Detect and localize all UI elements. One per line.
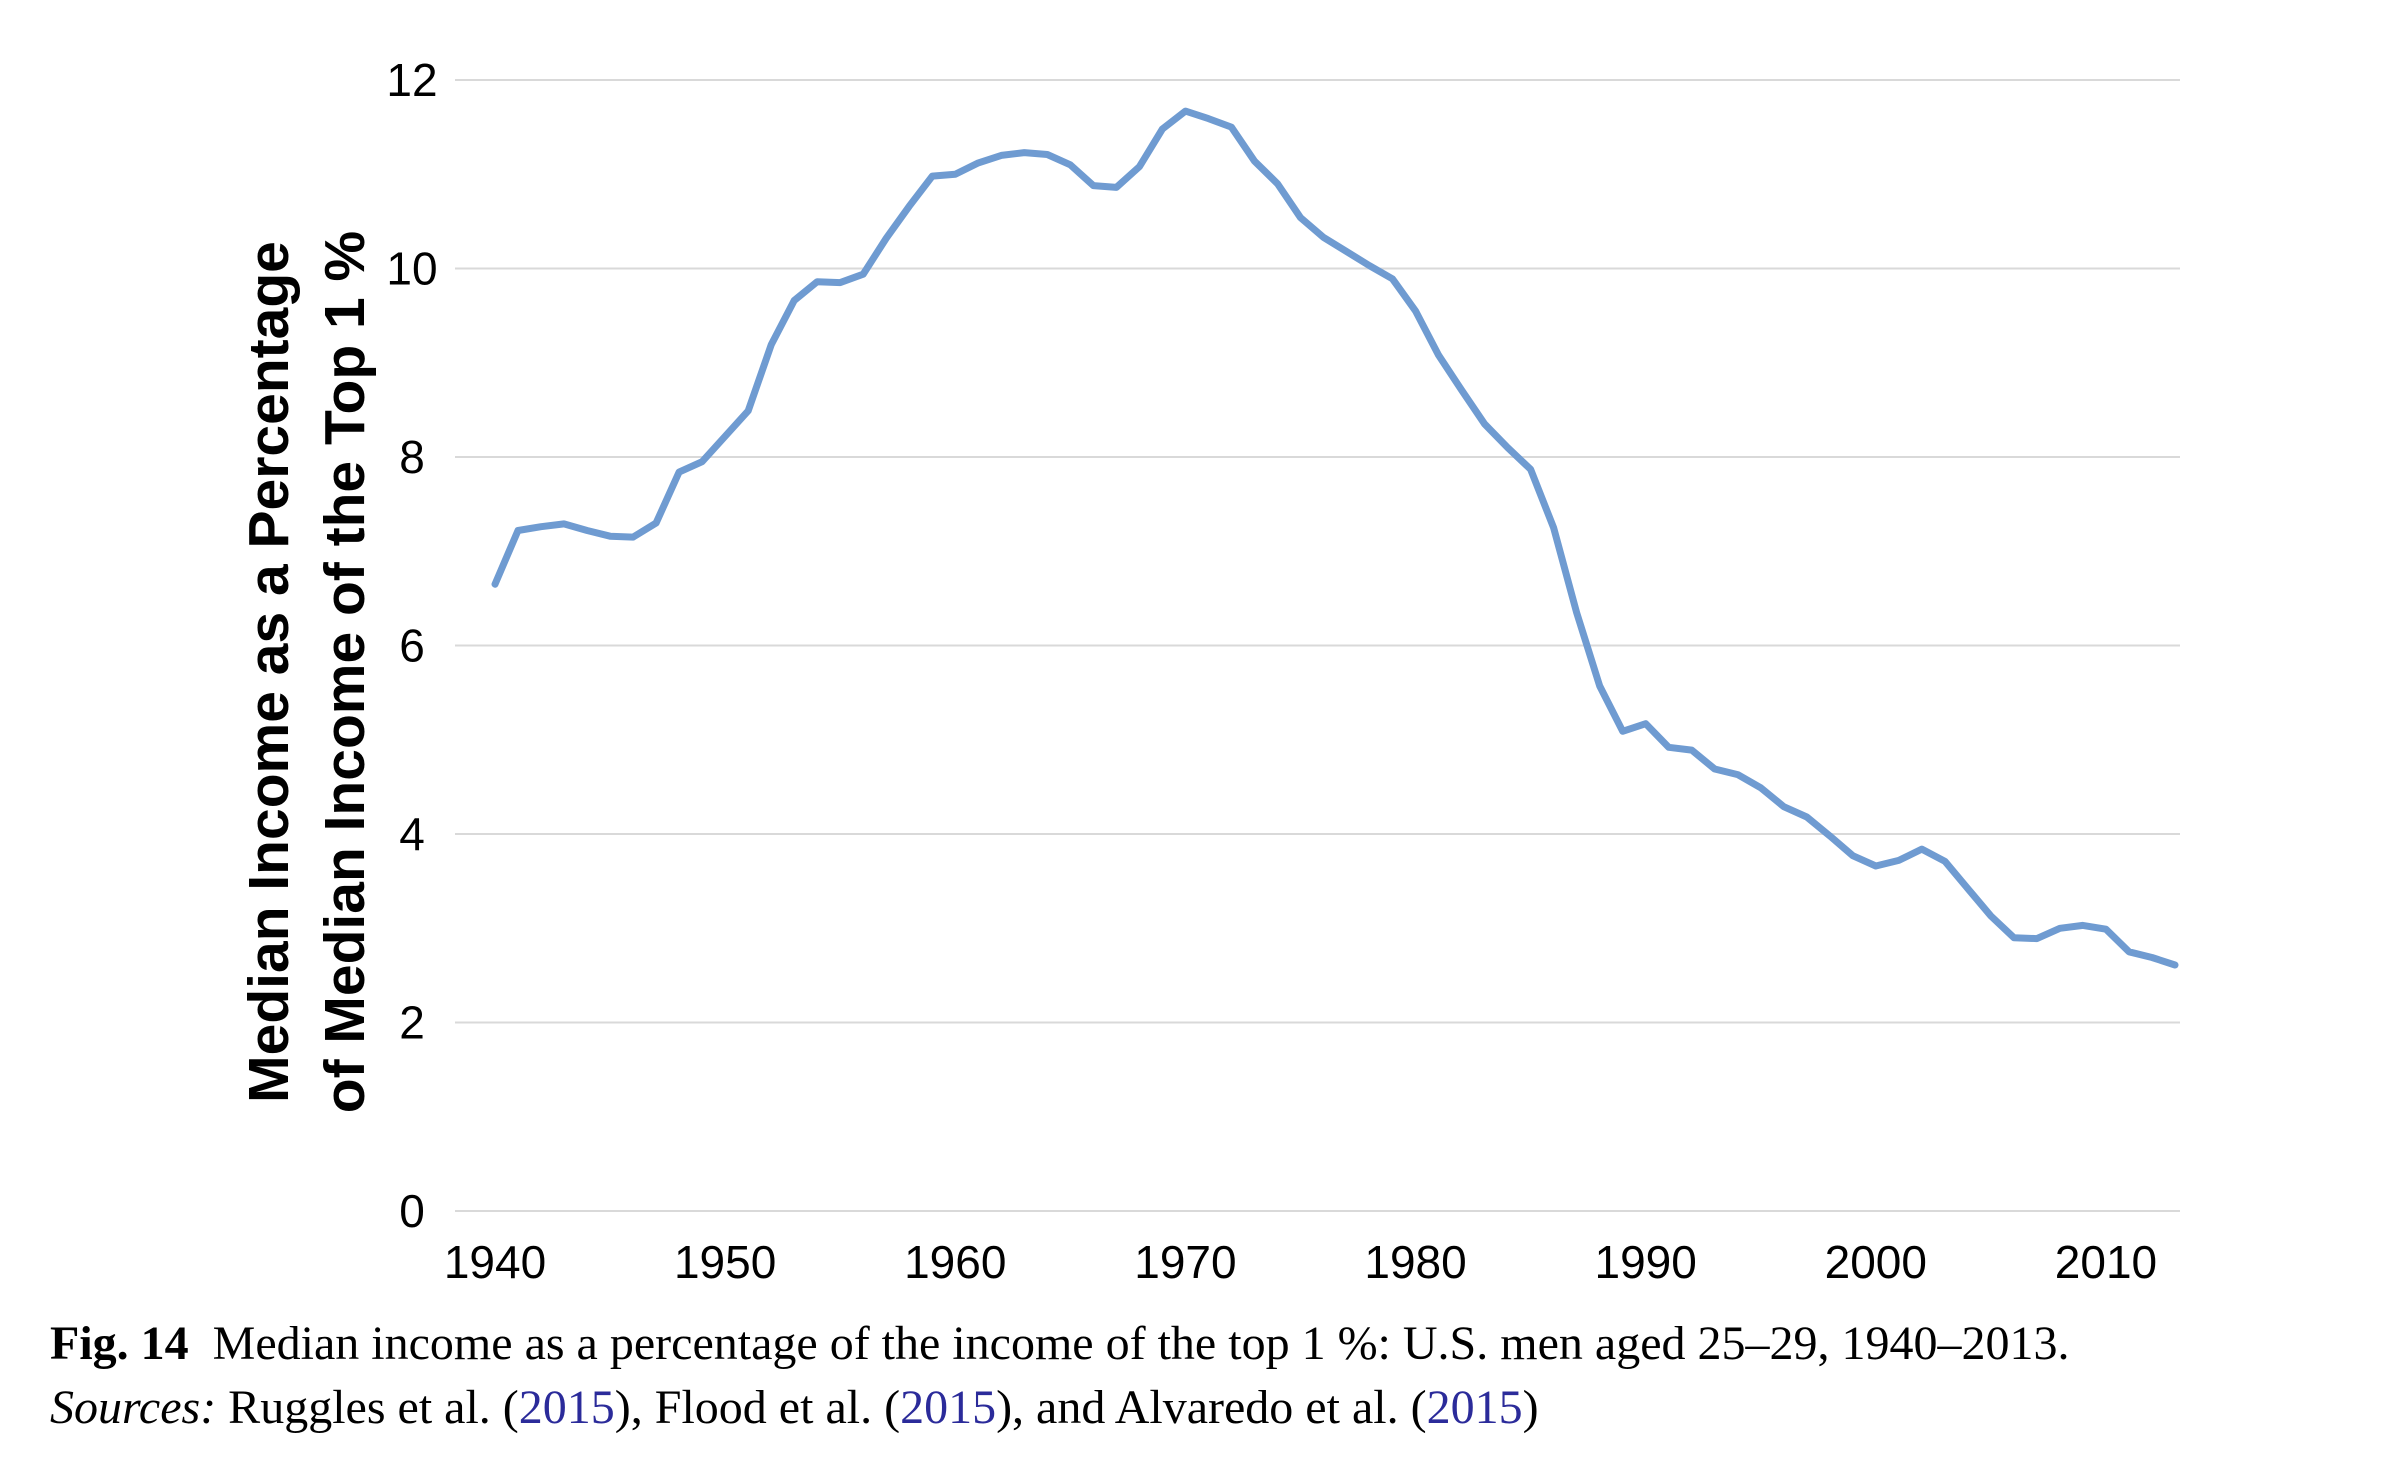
y-tick-label-0: 0 [399,1185,425,1237]
figure-sources: Sources: Ruggles et al. (2015), Flood et… [50,1376,2390,1440]
y-tick-label-2: 2 [399,997,425,1049]
x-tick-label-2010: 2010 [2055,1236,2157,1288]
y-tick-label-6: 6 [399,620,425,672]
x-tick-label-2000: 2000 [1825,1236,1927,1288]
series-line-0 [491,107,2179,969]
x-tick-label-1980: 1980 [1364,1236,1466,1288]
y-axis-title-line-1: Median Income as a Percentage [237,241,301,1103]
sources-label: Sources: [50,1381,217,1434]
y-axis-title-line-2: of Median Income of the Top 1 % [313,231,377,1113]
x-tick-label-1970: 1970 [1134,1236,1236,1288]
grid-lines [455,79,2180,1024]
x-tick-label-1960: 1960 [904,1236,1006,1288]
reference-link-flood[interactable]: 2015 [900,1381,997,1434]
sources-text-3: ), and Alvaredo et al. ( [996,1381,1427,1434]
reference-link-ruggles[interactable]: 2015 [518,1381,615,1434]
y-tick-label-12: 12 [386,54,437,106]
x-tick-label-1940: 1940 [444,1236,546,1288]
line-chart: 0 2 4 6 8 10 12 1940 1950 1960 1970 1980 1990 2000 20… [237,54,2180,1288]
x-axis-tick-labels: 1940 1950 1960 1970 1980 1990 2000 2010 [444,1236,2157,1288]
x-tick-label-1950: 1950 [674,1236,776,1288]
sources-text-1: Ruggles et al. ( [216,1381,519,1434]
y-tick-label-4: 4 [399,808,425,860]
sources-text-2: ), Flood et al. ( [614,1381,901,1434]
y-tick-label-10: 10 [386,243,437,295]
y-axis-tick-labels: 0 2 4 6 8 10 12 [386,54,437,1237]
y-tick-label-8: 8 [399,431,425,483]
figure-label: Fig. 14 [50,1317,189,1370]
caption-text: Median income as a percentage of the inc… [212,1317,2070,1370]
sources-text-4: ) [1522,1381,1539,1434]
x-tick-label-1990: 1990 [1595,1236,1697,1288]
series-group [491,107,2179,969]
reference-link-alvaredo[interactable]: 2015 [1426,1381,1523,1434]
figure-caption: Fig. 14 Median income as a percentage of … [50,1312,2390,1376]
